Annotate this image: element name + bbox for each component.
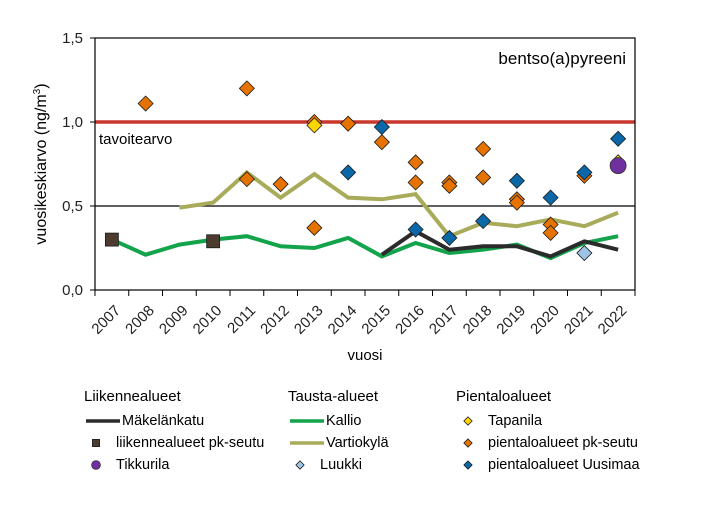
marker-pientaloalueet-uusimaa [542, 189, 559, 206]
legend-item-tapanila: Tapanila [456, 410, 640, 432]
legend-group-tausta-alueet: Tausta-alueet Kallio Vartiokylä Luukki [288, 388, 389, 476]
legend-item-pientaloalueet-pk-seutu: pientaloalueet pk-seutu [456, 432, 640, 454]
legend-item-luukki: Luukki [288, 454, 389, 476]
legend-key-line [290, 419, 324, 423]
legend-item-kallio: Kallio [288, 410, 389, 432]
y-axis-title-sup: 3 [32, 88, 43, 94]
legend-key-circle [91, 460, 101, 470]
x-tick-label: 2015 [358, 302, 394, 338]
legend-marker-swatch [295, 460, 305, 470]
marker-pientaloalueet-pk-seutu [238, 80, 255, 97]
marker-pientaloalueet-pk-seutu [407, 174, 424, 191]
x-tick-label: 2017 [426, 302, 462, 338]
legend-group-liikennealueet: Liikennealueet Mäkelänkatu liikennealueet … [84, 388, 264, 476]
x-tick-label: 2008 [122, 302, 158, 338]
marker-tapanila [306, 117, 323, 134]
legend-marker-swatch [463, 460, 473, 470]
marker-pientaloalueet-uusimaa [441, 229, 458, 246]
x-tick-label: 2018 [460, 302, 496, 338]
legend-item-vartiokyla: Vartiokylä [288, 432, 389, 454]
series-line-makelankatu [380, 228, 619, 259]
x-tick-label: 2019 [493, 302, 529, 338]
marker-pientaloalueet-pk-seutu [238, 171, 255, 188]
legend-label: pientaloalueet Uusimaa [488, 457, 640, 473]
legend-marker-swatch [91, 460, 101, 470]
target-label: tavoitearvo [99, 131, 172, 148]
x-tick-label: 2016 [392, 302, 428, 338]
marker-tikkurila [609, 157, 627, 175]
x-tick-label: 2021 [561, 302, 597, 338]
legend-item-makelankatu: Mäkelänkatu [84, 410, 264, 432]
legend-group-title: Pientaloalueet [456, 388, 552, 405]
legend-label: Kallio [326, 413, 362, 429]
marker-pientaloalueet-pk-seutu [340, 115, 357, 132]
legend-key-diamond [463, 438, 473, 448]
marker-pientaloalueet-pk-seutu [475, 140, 492, 157]
y-tick-label: 0,0 [62, 282, 83, 299]
marker-pientaloalueet-pk-seutu [475, 169, 492, 186]
x-tick-label: 2007 [88, 302, 124, 338]
series-line-vartiokyla [179, 169, 619, 239]
legend-key-line [86, 419, 120, 423]
y-tick-label: 1,0 [62, 114, 83, 131]
legend-key-diamond [463, 416, 473, 426]
y-axis-title: vuosikeskiarvo (ng/m3) [32, 83, 50, 244]
x-tick-label: 2009 [156, 302, 192, 338]
marker-pientaloalueet-pk-seutu [508, 194, 525, 211]
legend-key-diamond [295, 460, 305, 470]
x-tick-label: 2011 [224, 302, 259, 337]
marker-pientaloalueet-pk-seutu [407, 154, 424, 171]
marker-pientaloalueet-uusimaa [508, 172, 525, 189]
legend-label: Tikkurila [116, 457, 170, 473]
x-tick-label: 2020 [527, 302, 563, 338]
marker-pientaloalueet-pk-seutu [306, 219, 323, 236]
marker-pientaloalueet-uusimaa [373, 118, 390, 136]
legend-marker-swatch [463, 438, 473, 448]
legend-label: Tapanila [488, 413, 543, 429]
legend-item-liikennealueet-pk-seutu: liikennealueet pk-seutu [84, 432, 264, 454]
y-tick-label: 1,5 [62, 30, 83, 47]
marker-luukki [576, 244, 593, 262]
legend-label: Vartiokylä [326, 435, 389, 451]
legend-item-tikkurila: Tikkurila [84, 454, 264, 476]
marker-pientaloalueet-pk-seutu [441, 177, 458, 194]
marker-pientaloalueet-pk-seutu [272, 176, 289, 193]
x-tick-label: 2022 [595, 302, 631, 338]
marker-liikennealueet-pk-seutu [206, 234, 221, 249]
marker-pientaloalueet-uusimaa [610, 130, 627, 147]
marker-pientaloalueet-uusimaa [407, 221, 424, 238]
legend-key-square [92, 439, 100, 447]
legend-marker-swatch [92, 439, 100, 447]
x-tick-label: 2013 [291, 302, 327, 338]
legend-label: liikennealueet pk-seutu [116, 435, 265, 451]
marker-pientaloalueet-uusimaa [475, 213, 492, 230]
y-tick-label: 0,5 [62, 198, 83, 215]
legend-label: Mäkelänkatu [122, 413, 205, 429]
legend-item-pientaloalueet-uusimaa: pientaloalueet Uusimaa [456, 454, 640, 476]
legend-group-pientaloalueet: Pientaloalueet Tapanila pientaloalueet pk-… [456, 388, 640, 476]
marker-pientaloalueet-pk-seutu [542, 224, 559, 241]
legend-group-title: Tausta-alueet [288, 388, 379, 405]
plot-frame [94, 37, 636, 291]
marker-pientaloalueet-pk-seutu [137, 95, 154, 112]
legend-label: pientaloalueet pk-seutu [488, 435, 638, 451]
marker-pientaloalueet-uusimaa [576, 164, 593, 181]
chart-title: bentso(a)pyreeni [498, 49, 626, 68]
x-tick-label: 2010 [190, 302, 226, 338]
marker-pientaloalueet-uusimaa [340, 164, 357, 181]
legend-key-line [290, 441, 324, 445]
marker-pientaloalueet-pk-seutu [373, 134, 390, 151]
x-tick-label: 2012 [257, 302, 293, 338]
x-axis-title: vuosi [347, 347, 382, 364]
legend-key-diamond [463, 460, 473, 470]
x-tick-label: 2014 [325, 302, 361, 338]
y-axis-title-main: vuosikeskiarvo (ng/m [33, 94, 50, 244]
legend-label: Luukki [320, 457, 362, 473]
legend-group-title: Liikennealueet [84, 388, 181, 405]
marker-liikennealueet-pk-seutu [104, 232, 119, 247]
y-axis-title-end: ) [33, 83, 50, 88]
legend-marker-swatch [463, 416, 473, 426]
